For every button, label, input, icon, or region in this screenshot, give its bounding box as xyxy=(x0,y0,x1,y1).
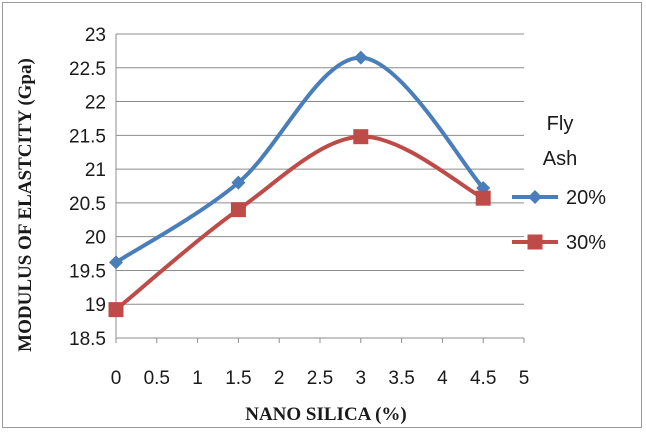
legend-swatch-marker-20% xyxy=(528,190,542,204)
legend: Fly Ash 20% 30% xyxy=(512,113,606,254)
x-tick-5: 5 xyxy=(519,368,530,389)
x-tick-labels: 0 0.5 1 1.5 2 2.5 3 3.5 4 4.5 5 xyxy=(111,368,530,389)
y-tick-19.5: 19.5 xyxy=(69,261,106,282)
y-tick-labels: 18.5 19 19.5 20 20.5 21 21.5 22 22.5 23 xyxy=(69,25,106,350)
y-tick-22: 22 xyxy=(85,93,106,114)
data-point-30%-x3 xyxy=(353,129,369,145)
legend-item-20%: 20% xyxy=(512,187,606,209)
y-tick-18.5: 18.5 xyxy=(69,329,106,350)
x-tick-3.5: 3.5 xyxy=(388,368,414,389)
series-line-30% xyxy=(114,134,486,312)
legend-swatch-marker-30% xyxy=(527,234,543,250)
data-point-20%-x3 xyxy=(353,50,368,65)
x-tick-2: 2 xyxy=(274,368,285,389)
x-tick-0.5: 0.5 xyxy=(144,368,170,389)
x-tick-2.5: 2.5 xyxy=(307,368,333,389)
legend-title-line-2: Ash xyxy=(543,148,577,170)
series-group xyxy=(108,50,491,318)
y-tick-21: 21 xyxy=(85,160,106,181)
x-tick-3: 3 xyxy=(356,368,367,389)
y-tick-20.5: 20.5 xyxy=(69,194,106,215)
y-tick-19: 19 xyxy=(85,295,106,316)
axes xyxy=(115,34,525,343)
legend-title-line-1: Fly xyxy=(547,113,574,135)
y-tick-21.5: 21.5 xyxy=(69,126,106,147)
x-tick-4.5: 4.5 xyxy=(470,368,496,389)
data-point-30%-x4.5 xyxy=(475,190,491,206)
data-point-20%-x0 xyxy=(109,255,123,270)
series-30% xyxy=(108,129,491,318)
legend-label-20%: 20% xyxy=(566,187,606,209)
data-point-30%-x0 xyxy=(108,302,124,318)
x-tick-0: 0 xyxy=(111,368,122,389)
x-tick-4: 4 xyxy=(437,368,448,389)
y-tick-20: 20 xyxy=(85,228,106,249)
chart-frame xyxy=(2,2,642,428)
y-tick-22.5: 22.5 xyxy=(69,59,106,80)
legend-label-30%: 30% xyxy=(566,232,606,254)
series-line-20% xyxy=(114,55,486,265)
legend-item-30%: 30% xyxy=(512,232,606,254)
x-tick-1.5: 1.5 xyxy=(225,368,251,389)
data-point-30%-x1.5 xyxy=(230,202,246,218)
y-tick-23: 23 xyxy=(85,25,106,46)
y-axis-label: MODULUS OF ELASTCITY (Gpa) xyxy=(15,58,36,352)
x-axis-label: NANO SILICA (%) xyxy=(245,404,407,425)
data-point-20%-x1.5 xyxy=(231,175,246,190)
x-tick-1: 1 xyxy=(192,368,203,389)
